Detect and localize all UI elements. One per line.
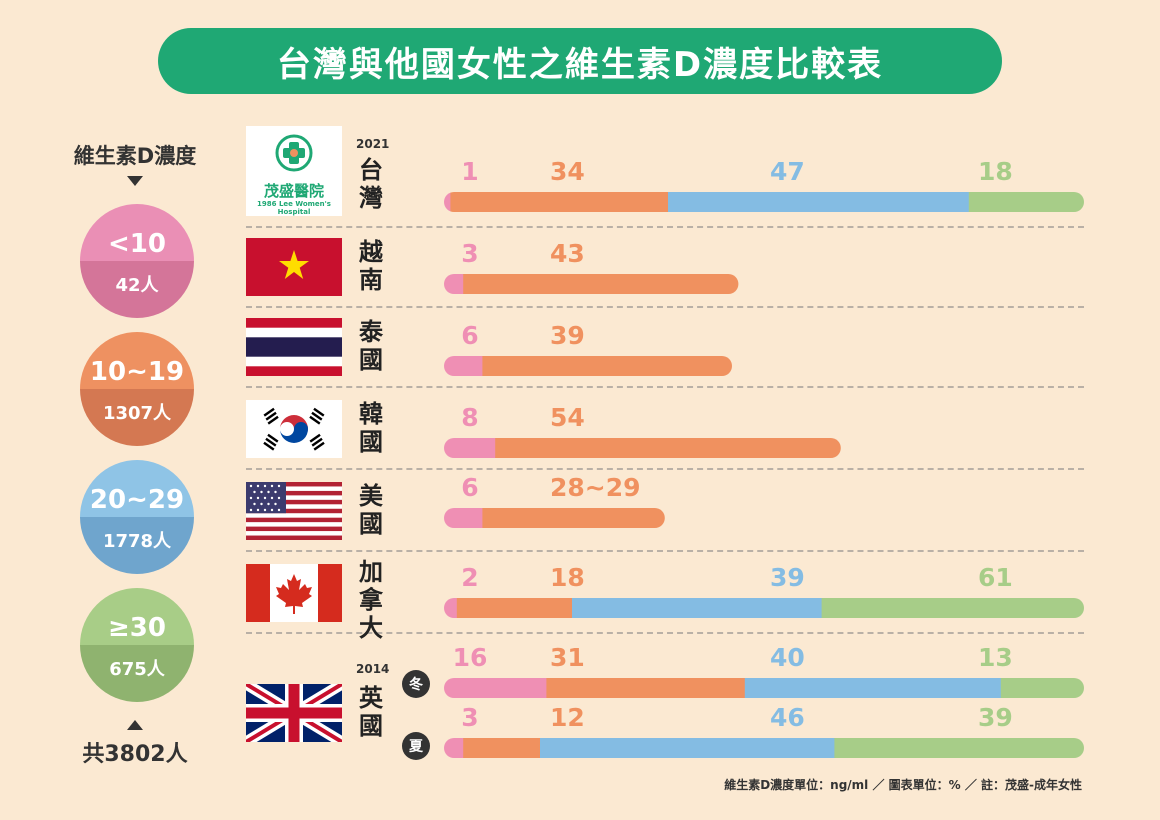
data-label-ge30: 61 [978, 563, 1013, 592]
bar-segment-20-29 [744, 678, 1002, 698]
bar-segment-lt10 [444, 678, 547, 698]
data-label-10-19: 34 [550, 157, 585, 186]
bar-segment-ge30 [834, 738, 1084, 758]
data-label-lt10: 1 [461, 157, 478, 186]
data-label-20-29: 40 [770, 643, 805, 672]
data-label-lt10: 3 [461, 703, 478, 732]
row-separator [246, 468, 1084, 470]
country-name-canada: 加拿大 [359, 558, 383, 642]
data-label-20-29: 47 [770, 157, 805, 186]
data-label-lt10: 8 [461, 403, 478, 432]
arrow-up-icon [127, 720, 143, 730]
bar-row-7 [444, 738, 1084, 758]
bar-row-1 [444, 274, 739, 294]
data-label-ge30: 13 [978, 643, 1013, 672]
bar-segment-10-19 [456, 598, 573, 618]
canada-flag-icon [246, 564, 342, 622]
logo-name: 茂盛醫院 [263, 182, 324, 200]
arrow-down-icon [127, 176, 143, 186]
data-label-lt10: 3 [461, 239, 478, 268]
data-label-lt10: 6 [461, 473, 478, 502]
country-name-korea: 韓國 [359, 400, 383, 456]
data-label-10-19: 31 [550, 643, 585, 672]
data-label-ge30: 39 [978, 703, 1013, 732]
bar-segment-20-29 [540, 738, 835, 758]
country-name-uk: 英國 [359, 684, 383, 740]
data-label-10-19: 28~29 [550, 473, 641, 502]
bar-segment-lt10 [444, 738, 464, 758]
data-label-lt10: 6 [461, 321, 478, 350]
bar-segment-ge30 [1000, 678, 1084, 698]
year-label-uk: 2014 [356, 662, 390, 676]
legend-range: <10 [80, 204, 194, 261]
bar-row-0 [444, 192, 1084, 212]
thailand-flag-icon [246, 318, 342, 376]
country-name-thailand: 泰國 [359, 318, 383, 374]
bar-row-2 [444, 356, 732, 376]
bar-row-5 [444, 598, 1084, 618]
bar-segment-lt10 [444, 356, 483, 376]
hospital-logo: 茂盛醫院 1986 Lee Women's Hospital [246, 126, 342, 216]
country-name-taiwan: 台灣 [359, 156, 383, 212]
data-label-10-19: 12 [550, 703, 585, 732]
data-label-ge30: 18 [978, 157, 1013, 186]
bar-segment-10-19 [482, 508, 665, 528]
legend-total: 共3802人 [82, 742, 188, 767]
bar-segment-lt10 [444, 192, 451, 212]
row-separator [246, 632, 1084, 634]
bar-segment-10-19 [546, 678, 746, 698]
usa-flag-icon [246, 482, 342, 540]
data-label-20-29: 39 [770, 563, 805, 592]
bar-row-6 [444, 678, 1084, 698]
data-label-20-29: 46 [770, 703, 805, 732]
bar-segment-20-29 [572, 598, 823, 618]
legend-heading: 維生素D濃度 [73, 144, 197, 168]
bar-segment-10-19 [463, 274, 739, 294]
bar-segment-lt10 [444, 598, 458, 618]
bar-segment-ge30 [968, 192, 1084, 212]
data-label-10-19: 39 [550, 321, 585, 350]
bar-segment-lt10 [444, 508, 483, 528]
country-name-vietnam: 越南 [359, 238, 383, 294]
vietnam-flag-icon [246, 238, 342, 296]
uk-flag-icon [246, 684, 342, 742]
korea-flag-icon [246, 400, 342, 458]
data-label-10-19: 54 [550, 403, 585, 432]
season-badge-summer: 夏 [402, 732, 430, 760]
bar-segment-lt10 [444, 274, 464, 294]
row-separator [246, 386, 1084, 388]
bar-segment-10-19 [450, 192, 669, 212]
data-label-lt10: 16 [453, 643, 488, 672]
row-separator [246, 550, 1084, 552]
country-name-usa: 美國 [359, 482, 383, 538]
bar-row-4 [444, 508, 665, 528]
bar-segment-10-19 [495, 438, 841, 458]
season-badge-winter: 冬 [402, 670, 430, 698]
logo-subtitle: 1986 Lee Women's Hospital [257, 200, 331, 216]
row-separator [246, 306, 1084, 308]
data-label-10-19: 43 [550, 239, 585, 268]
hospital-logo-icon [275, 134, 313, 172]
footnote: 維生素D濃度單位：ng/ml ／ 圖表單位：% ／ 註：茂盛-成年女性 [724, 778, 1082, 792]
page-title: 台灣與他國女性之維生素D濃度比較表 [158, 28, 1002, 94]
bar-segment-10-19 [482, 356, 732, 376]
row-separator [246, 226, 1084, 228]
bar-row-3 [444, 438, 841, 458]
bar-segment-10-19 [463, 738, 541, 758]
bar-segment-ge30 [821, 598, 1084, 618]
year-label-taiwan: 2021 [356, 137, 390, 151]
bar-segment-20-29 [668, 192, 970, 212]
bar-segment-lt10 [444, 438, 496, 458]
data-label-lt10: 2 [461, 563, 478, 592]
data-label-10-19: 18 [550, 563, 585, 592]
